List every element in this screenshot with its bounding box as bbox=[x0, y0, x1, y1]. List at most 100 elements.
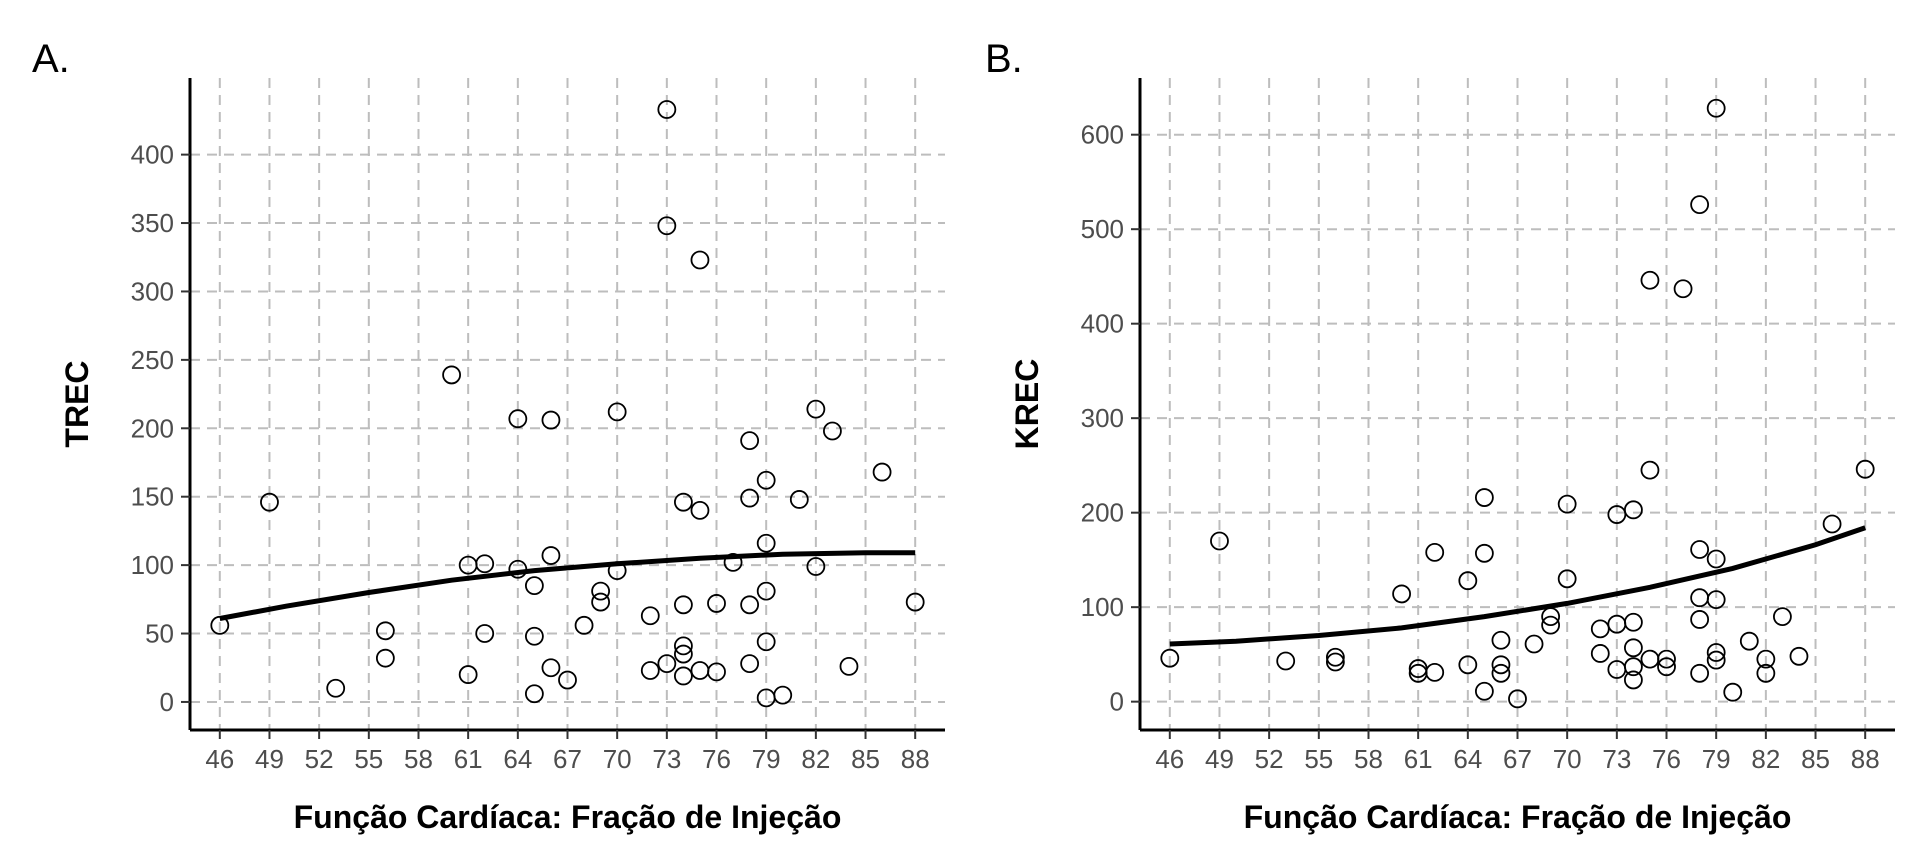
data-point bbox=[1160, 648, 1180, 668]
x-tick-label: 55 bbox=[354, 744, 383, 774]
x-tick-label: 70 bbox=[603, 744, 632, 774]
y-tick-label: 0 bbox=[160, 687, 174, 717]
y-tick-label: 200 bbox=[131, 413, 174, 443]
data-point bbox=[1392, 584, 1412, 604]
x-tick-label: 85 bbox=[1801, 744, 1830, 774]
data-point bbox=[524, 684, 544, 704]
data-point bbox=[375, 648, 395, 668]
panel-label: B. bbox=[985, 37, 1023, 81]
data-point bbox=[673, 492, 693, 512]
y-tick-label: 400 bbox=[131, 140, 174, 170]
y-tick-label: 250 bbox=[131, 345, 174, 375]
x-tick-label: 58 bbox=[404, 744, 433, 774]
data-point bbox=[591, 581, 611, 601]
y-tick-label: 500 bbox=[1081, 214, 1124, 244]
data-point bbox=[508, 559, 528, 579]
y-tick-label: 100 bbox=[131, 550, 174, 580]
x-tick-label: 58 bbox=[1354, 744, 1383, 774]
x-tick-label: 79 bbox=[752, 744, 781, 774]
x-tick-label: 46 bbox=[1155, 744, 1184, 774]
data-point bbox=[1623, 657, 1643, 677]
x-tick-label: 64 bbox=[1453, 744, 1482, 774]
fit-line bbox=[1169, 525, 1867, 647]
data-point bbox=[1773, 607, 1792, 627]
data-point bbox=[1590, 644, 1610, 663]
data-point bbox=[1756, 649, 1776, 669]
x-tick-label: 52 bbox=[305, 744, 334, 774]
data-point bbox=[1425, 662, 1445, 682]
data-point bbox=[1474, 488, 1494, 507]
data-point bbox=[541, 410, 561, 430]
y-tick-label: 0 bbox=[1110, 687, 1124, 717]
data-point bbox=[326, 678, 346, 698]
y-tick-label: 50 bbox=[145, 619, 174, 649]
x-tick-label: 88 bbox=[901, 744, 930, 774]
data-point bbox=[673, 636, 693, 656]
panel-b: 46 49 52 55 58 61 64 67 70 73 76 79 82 85 88 0 100 200 300… bbox=[985, 37, 1895, 835]
data-point bbox=[574, 615, 594, 635]
data-point bbox=[657, 100, 677, 119]
data-point bbox=[657, 216, 677, 236]
data-point bbox=[442, 365, 462, 385]
data-point bbox=[1640, 460, 1660, 480]
y-tick-label: 200 bbox=[1081, 498, 1124, 528]
data-point bbox=[690, 661, 710, 680]
data-point bbox=[1706, 590, 1726, 609]
panel-label: A. bbox=[32, 37, 70, 81]
data-point bbox=[806, 557, 826, 576]
data-point bbox=[789, 490, 809, 509]
data-point bbox=[1557, 569, 1577, 589]
data-point bbox=[740, 595, 760, 615]
x-tick-label: 61 bbox=[454, 744, 483, 774]
x-axis-title: Função Cardíaca: Fração de Injeção bbox=[294, 799, 842, 835]
data-point bbox=[1657, 649, 1676, 669]
data-point bbox=[1474, 681, 1494, 701]
data-point bbox=[558, 670, 577, 690]
data-point bbox=[690, 500, 710, 520]
y-tick-label: 350 bbox=[131, 208, 174, 238]
data-point bbox=[673, 644, 693, 664]
y-tick-label: 600 bbox=[1081, 120, 1124, 150]
data-point bbox=[707, 594, 726, 613]
data-point bbox=[1690, 663, 1710, 683]
x-tick-label: 55 bbox=[1304, 744, 1333, 774]
data-point bbox=[375, 621, 395, 641]
data-point bbox=[1623, 500, 1643, 520]
data-point bbox=[1623, 638, 1643, 658]
data-point bbox=[872, 462, 892, 482]
data-point bbox=[1210, 531, 1229, 551]
data-point bbox=[1640, 270, 1660, 290]
data-point bbox=[524, 626, 544, 646]
y-axis-title: KREC bbox=[1009, 359, 1045, 450]
data-point bbox=[541, 546, 561, 565]
x-tick-label: 85 bbox=[851, 744, 880, 774]
data-point bbox=[1690, 588, 1710, 608]
x-tick-label: 79 bbox=[1702, 744, 1731, 774]
x-tick-label: 82 bbox=[801, 744, 830, 774]
data-point bbox=[1541, 615, 1561, 635]
data-point bbox=[1491, 663, 1511, 683]
data-point bbox=[1690, 540, 1710, 559]
data-point bbox=[1425, 542, 1445, 562]
data-point bbox=[1723, 682, 1743, 702]
data-point bbox=[524, 576, 544, 596]
data-point bbox=[541, 658, 561, 678]
data-point bbox=[1657, 657, 1676, 677]
data-point bbox=[640, 661, 660, 680]
panel-a: 46 49 52 55 58 61 64 67 70 73 76 79 82 85 88 0 50 100 150 2… bbox=[32, 37, 945, 835]
x-tick-label: 49 bbox=[255, 744, 284, 774]
x-tick-label: 76 bbox=[702, 744, 731, 774]
x-tick-label: 70 bbox=[1553, 744, 1582, 774]
data-point bbox=[1458, 571, 1478, 591]
data-point bbox=[1590, 619, 1610, 639]
x-tick-label: 67 bbox=[1503, 744, 1532, 774]
data-point bbox=[1855, 459, 1875, 479]
x-tick-label: 46 bbox=[205, 744, 234, 774]
data-point bbox=[640, 606, 660, 626]
x-tick-label: 73 bbox=[1602, 744, 1631, 774]
x-tick-label: 64 bbox=[503, 744, 532, 774]
data-point bbox=[756, 581, 776, 601]
data-point bbox=[1789, 646, 1809, 666]
data-point bbox=[1673, 279, 1693, 299]
data-point bbox=[1706, 549, 1726, 569]
